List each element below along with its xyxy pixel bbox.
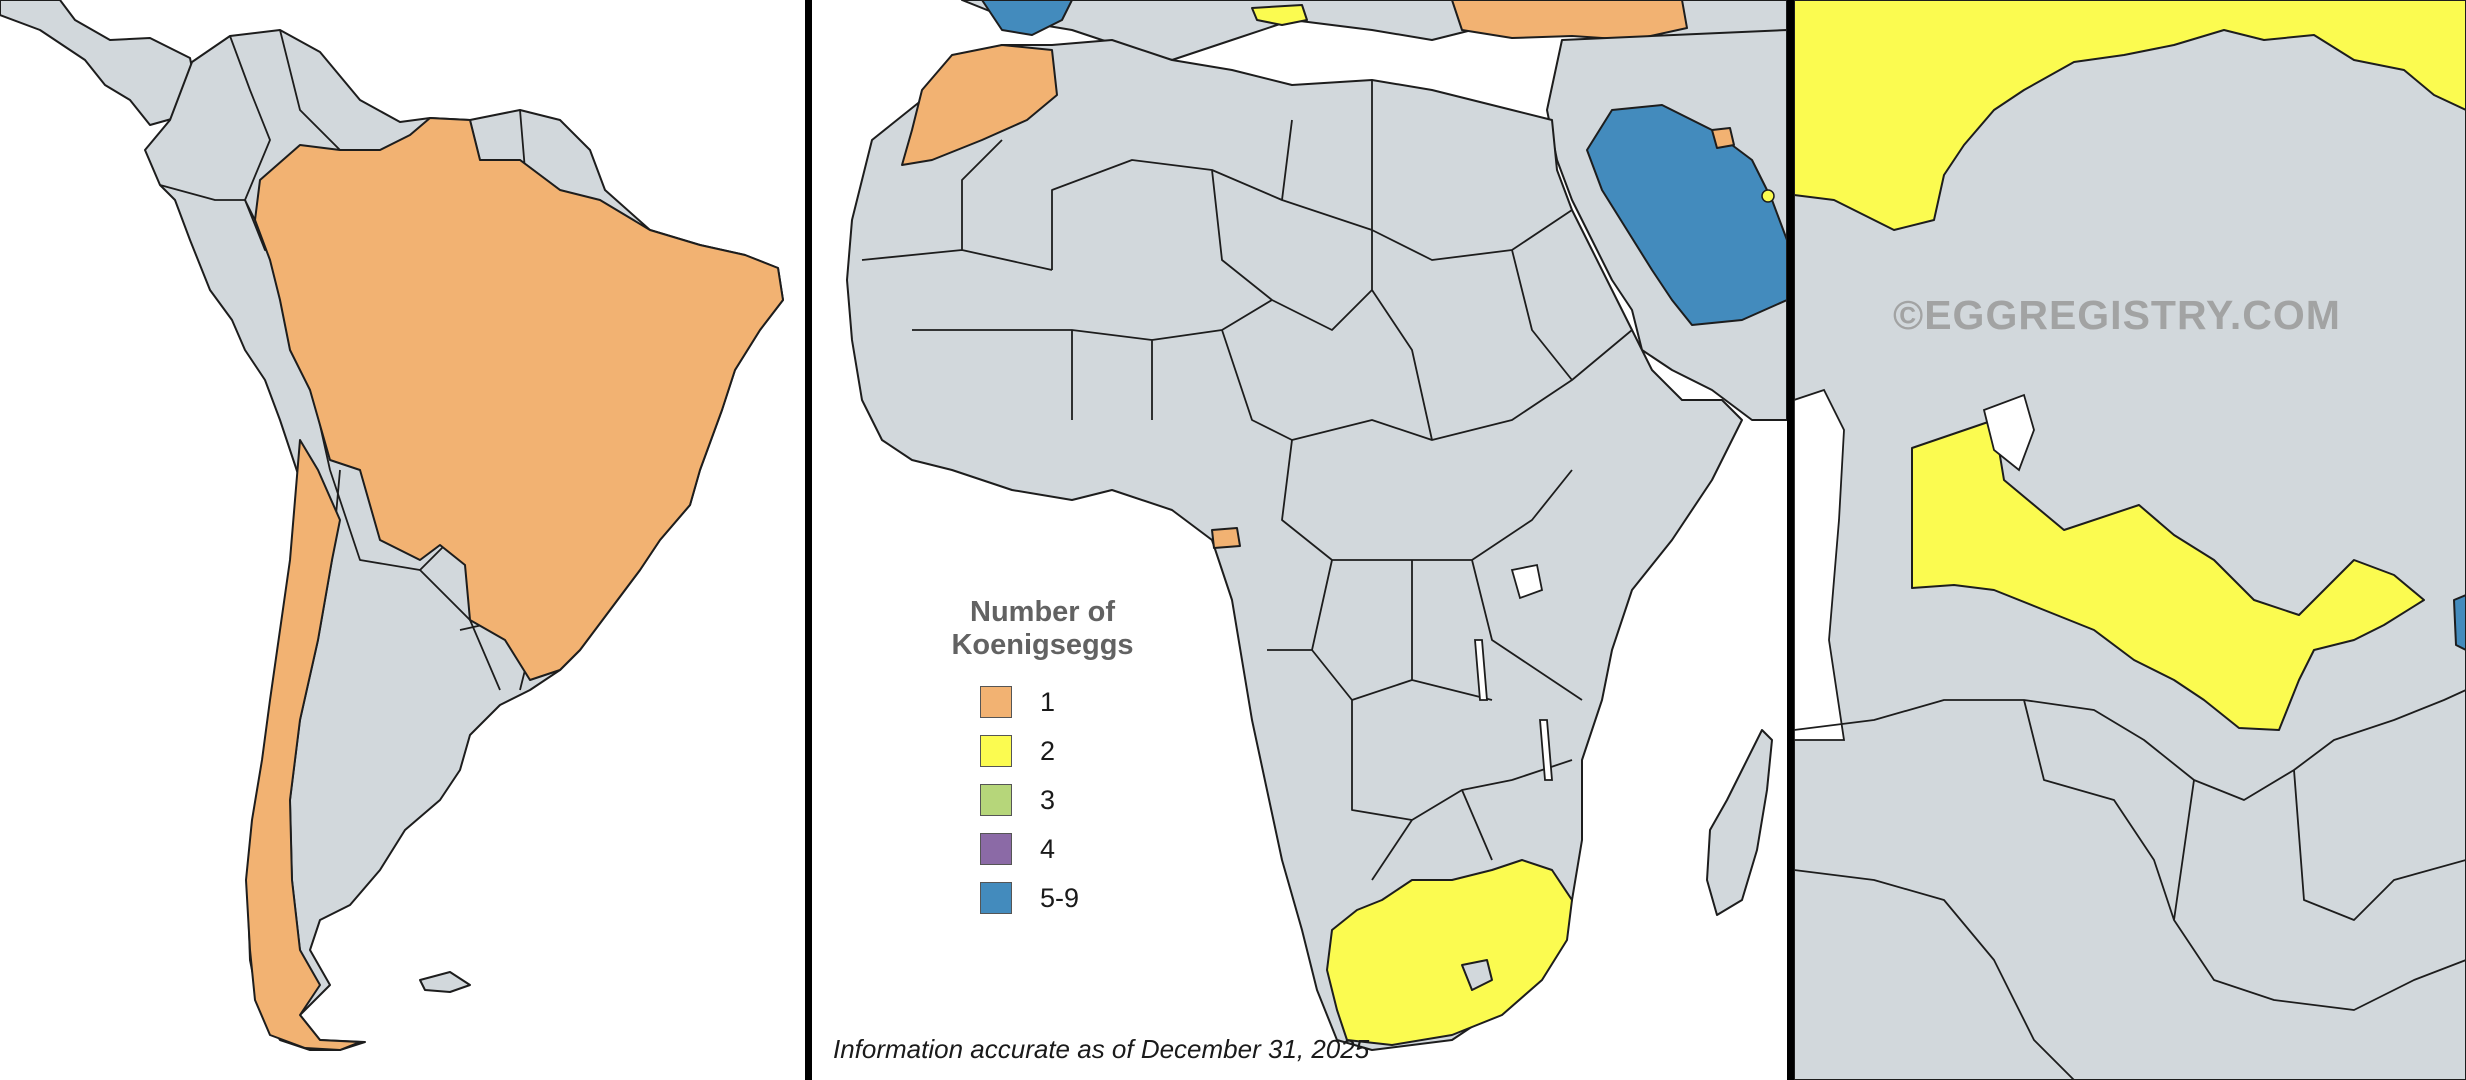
malta-sicily-region — [1251, 4, 1308, 26]
uzbekistan-region — [1911, 419, 2425, 731]
ecuador-border — [159, 184, 245, 201]
lesotho — [1461, 959, 1493, 991]
legend-swatch — [980, 882, 1012, 914]
morocco-region — [901, 44, 1058, 166]
qatar-marker — [1761, 189, 1775, 203]
legend-label: 4 — [1040, 833, 1056, 864]
bolivia-border — [329, 469, 451, 571]
south-america-map-panel — [0, 0, 784, 1051]
legend-items: 1 2 3 4 5-9 — [930, 686, 1155, 914]
legend-label: 2 — [1040, 735, 1056, 766]
legend-label: 5-9 — [1040, 882, 1080, 913]
equatorial-guinea-region — [1211, 527, 1241, 549]
legend-item: 1 — [930, 686, 1155, 718]
south-africa-region — [1326, 859, 1573, 1046]
legend-swatch — [980, 784, 1012, 816]
central-asia-borders — [1794, 689, 2466, 1080]
turkey-region — [1451, 0, 1688, 41]
aral-sea — [1982, 393, 2035, 472]
central-asia-map-panel — [1794, 0, 2466, 1080]
spain-region — [981, 0, 1073, 36]
africa-map-panel — [846, 0, 1787, 1051]
chile-region — [245, 439, 361, 1051]
africa-country-borders — [861, 80, 1633, 881]
legend-item: 3 — [930, 784, 1155, 816]
lake-victoria — [1510, 563, 1544, 600]
legend-item: 2 — [930, 735, 1155, 767]
map-legend: Number of Koenigseggs 1 2 3 4 5-9 — [930, 596, 1155, 914]
legend-label: 3 — [1040, 784, 1056, 815]
footnote: Information accurate as of December 31, … — [833, 1034, 1370, 1064]
panel-divider-left — [805, 0, 812, 1080]
legend-item: 5-9 — [930, 882, 1155, 914]
legend-label: 1 — [1040, 686, 1056, 717]
legend-swatch — [980, 735, 1012, 767]
russia-region — [1794, 0, 2466, 231]
tajikistan-region — [2453, 594, 2466, 651]
brazil-region — [254, 117, 784, 681]
madagascar-island — [1706, 729, 1773, 916]
watermark: ©EGGREGISTRY.COM — [1893, 292, 2341, 338]
falkland-islands — [419, 971, 471, 993]
legend-swatch — [980, 686, 1012, 718]
legend-swatch — [980, 833, 1012, 865]
lake-tanganyika — [1474, 639, 1488, 701]
legend-item: 4 — [930, 833, 1155, 865]
panel-divider-right — [1787, 0, 1794, 1080]
legend-title: Number of Koenigseggs — [951, 596, 1134, 661]
kuwait-region — [1711, 127, 1735, 149]
lake-malawi — [1539, 719, 1553, 781]
caspian-sea — [1794, 388, 1846, 741]
